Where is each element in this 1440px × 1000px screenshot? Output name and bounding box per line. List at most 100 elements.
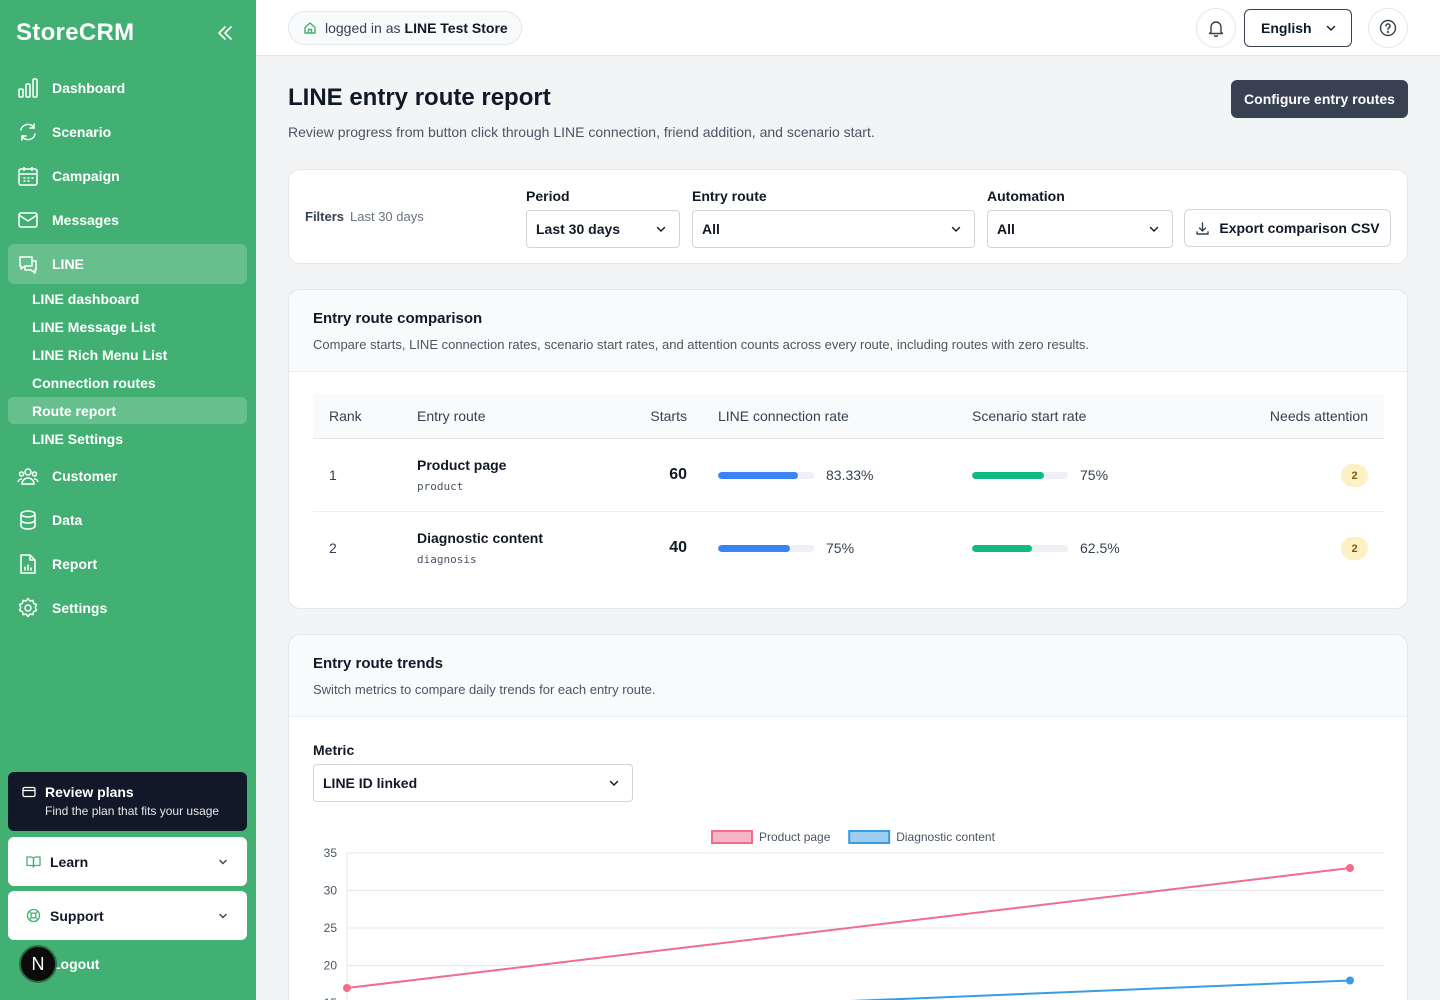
automation-label: Automation [987, 188, 1065, 204]
lifebuoy-icon [26, 908, 41, 923]
nav-messages[interactable]: Messages [8, 200, 247, 240]
period-label: Period [526, 188, 570, 204]
subnav-label: Connection routes [32, 374, 156, 391]
nav-line[interactable]: LINE [8, 244, 247, 284]
mail-icon [16, 208, 40, 232]
chevron-down-icon [219, 859, 227, 864]
refresh-icon [16, 120, 40, 144]
nav-label: Campaign [52, 168, 120, 184]
entry-route-value: All [702, 221, 720, 237]
subnav-line-rich-menu-list[interactable]: LINE Rich Menu List [8, 341, 247, 368]
subnav-label: Route report [32, 402, 116, 419]
col-rank: Rank [329, 408, 362, 424]
data-point [1346, 976, 1354, 985]
trends-description: Switch metrics to compare daily trends f… [313, 682, 656, 697]
language-select[interactable]: English [1244, 9, 1352, 47]
row-rank: 2 [329, 540, 337, 556]
notifications-button[interactable] [1196, 8, 1236, 48]
entry-route-select[interactable]: All [692, 210, 975, 248]
y-tick-label: 35 [324, 846, 338, 860]
period-select[interactable]: Last 30 days [526, 210, 680, 248]
nav-campaign[interactable]: Campaign [8, 156, 247, 196]
nav-customer[interactable]: Customer [8, 456, 247, 496]
legend-swatch [848, 830, 891, 844]
learn-accordion[interactable]: Learn [8, 837, 247, 886]
series-line [346, 867, 1351, 989]
login-status-pill: logged in as LINE Test Store [288, 11, 522, 45]
home-icon [304, 22, 316, 34]
attention-badge[interactable]: 2 [1341, 537, 1368, 560]
entry-route-trends-card: Entry route trends Switch metrics to com… [288, 634, 1408, 1000]
row-line-rate: 75% [826, 540, 855, 556]
review-plans-card[interactable]: Review plans Find the plan that fits you… [8, 772, 247, 831]
y-tick-label: 25 [324, 921, 338, 935]
logout-link[interactable]: Logout [52, 956, 100, 972]
export-csv-button[interactable]: Export comparison CSV [1184, 209, 1391, 247]
nav-report[interactable]: Report [8, 544, 247, 584]
row-route-name: Diagnostic content [417, 530, 544, 546]
support-accordion[interactable]: Support [8, 891, 247, 940]
row-starts: 40 [669, 539, 687, 556]
nav-dashboard[interactable]: Dashboard [8, 68, 247, 108]
configure-entry-routes-button[interactable]: Configure entry routes [1231, 80, 1408, 118]
subnav-route-report[interactable]: Route report [8, 397, 247, 424]
line-rate-fill [718, 545, 790, 552]
nav-settings[interactable]: Settings [8, 588, 247, 628]
metric-value: LINE ID linked [323, 775, 418, 791]
col-line-rate: LINE connection rate [718, 408, 849, 424]
store-name: LINE Test Store [404, 20, 508, 36]
subnav-line-message-list[interactable]: LINE Message List [8, 313, 247, 340]
bell-icon [1208, 21, 1224, 37]
automation-value: All [997, 221, 1015, 237]
calendar-icon [16, 164, 40, 188]
filters-title: Filters [305, 209, 345, 224]
col-needs-attention: Needs attention [1269, 408, 1368, 424]
filters-label: Filters Last 30 days [305, 209, 424, 224]
scenario-rate-fill [972, 545, 1032, 552]
nav-label: Report [52, 556, 98, 572]
subnav-line-dashboard[interactable]: LINE dashboard [8, 285, 247, 312]
legend-label: Diagnostic content [896, 830, 995, 844]
series-line [851, 979, 1351, 1000]
subnav-connection-routes[interactable]: Connection routes [8, 369, 247, 396]
subnav-label: LINE Rich Menu List [32, 346, 168, 363]
nav-label: Messages [52, 212, 119, 228]
row-route-name: Product page [417, 457, 507, 473]
nav-scenario[interactable]: Scenario [8, 112, 247, 152]
chevron-down-icon [1326, 25, 1336, 31]
table-row[interactable]: 2 Diagnostic content diagnosis 40 75% 62… [313, 512, 1384, 585]
support-label: Support [50, 907, 104, 924]
scenario-rate-bar [972, 545, 1068, 552]
page-title: LINE entry route report [288, 84, 551, 111]
nav-label: Customer [52, 468, 118, 484]
subnav-line-settings[interactable]: LINE Settings [8, 425, 247, 452]
download-icon [1196, 221, 1210, 235]
filters-summary: Last 30 days [350, 209, 424, 224]
table-row[interactable]: 1 Product page product 60 83.33% 75% 2 [313, 439, 1384, 512]
table-header: Rank Entry route Starts LINE connection … [313, 394, 1384, 439]
help-icon [1379, 19, 1397, 37]
collapse-sidebar-icon[interactable] [214, 22, 236, 44]
avatar[interactable]: N [19, 945, 57, 983]
chat-icon [16, 252, 40, 276]
topbar: logged in as LINE Test Store English [256, 0, 1440, 56]
row-route-code: product [417, 480, 464, 493]
attention-badge[interactable]: 2 [1341, 464, 1368, 487]
comparison-header: Entry route comparison Compare starts, L… [289, 290, 1407, 372]
database-icon [16, 508, 40, 532]
chevron-down-icon [951, 226, 961, 232]
users-icon [16, 464, 40, 488]
nav-data[interactable]: Data [8, 500, 247, 540]
subnav-label: LINE Message List [32, 318, 156, 335]
subnav-label: LINE dashboard [32, 290, 140, 307]
automation-select[interactable]: All [987, 210, 1173, 248]
chevron-down-icon [1149, 226, 1159, 232]
trends-header: Entry route trends Switch metrics to com… [289, 635, 1407, 717]
chevron-down-icon [219, 913, 227, 918]
help-button[interactable] [1368, 8, 1408, 48]
bar-chart-icon [16, 76, 40, 100]
entry-route-comparison-card: Entry route comparison Compare starts, L… [288, 289, 1408, 609]
plan-title: Review plans [45, 784, 134, 800]
comparison-description: Compare starts, LINE connection rates, s… [313, 337, 1090, 352]
metric-select[interactable]: LINE ID linked [313, 764, 633, 802]
